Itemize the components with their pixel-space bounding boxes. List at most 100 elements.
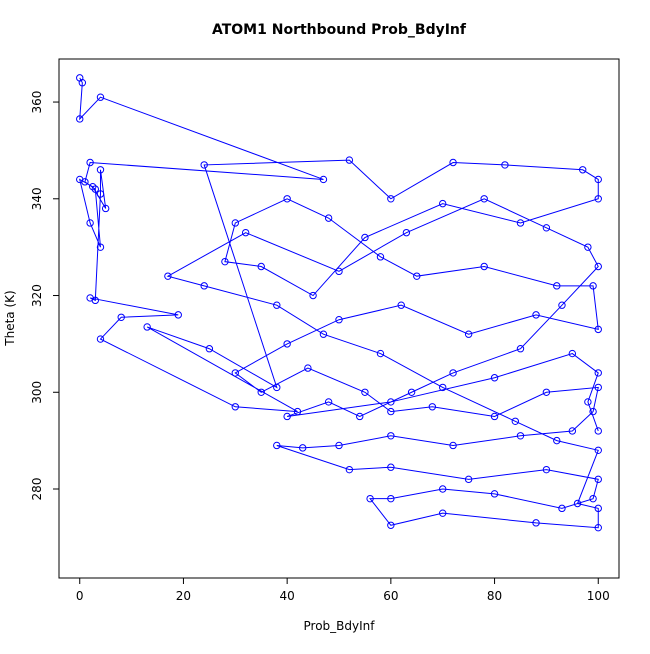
data-point bbox=[464, 330, 473, 338]
x-tick-label: 80 bbox=[487, 589, 502, 603]
data-point bbox=[205, 345, 214, 353]
data-point bbox=[257, 262, 265, 271]
data-point bbox=[594, 325, 602, 334]
data-point bbox=[439, 509, 447, 517]
data-point bbox=[283, 340, 291, 348]
data-point bbox=[397, 301, 405, 309]
data-point bbox=[387, 494, 395, 503]
data-point bbox=[335, 441, 343, 450]
data-point bbox=[594, 475, 602, 484]
data-point bbox=[200, 161, 208, 169]
y-axis-label: Theta (K) bbox=[3, 290, 17, 346]
data-point bbox=[76, 115, 84, 123]
data-point bbox=[231, 369, 239, 377]
data-point bbox=[117, 313, 125, 321]
data-point bbox=[231, 219, 239, 227]
data-point bbox=[324, 214, 333, 222]
data-point bbox=[86, 294, 94, 302]
data-point bbox=[361, 388, 369, 396]
y-tick-label: 280 bbox=[30, 478, 44, 501]
data-point bbox=[490, 490, 499, 498]
data-point bbox=[257, 388, 265, 396]
data-point bbox=[542, 465, 551, 474]
y-tick-label: 320 bbox=[30, 284, 44, 307]
data-point bbox=[78, 79, 87, 87]
data-point bbox=[174, 311, 182, 319]
data-point bbox=[464, 475, 473, 484]
data-point bbox=[594, 427, 602, 435]
data-point bbox=[86, 219, 94, 227]
data-point bbox=[594, 369, 602, 377]
data-point bbox=[345, 465, 354, 474]
data-point bbox=[594, 504, 602, 513]
data-line bbox=[78, 77, 599, 529]
data-point bbox=[387, 195, 395, 203]
x-tick-label: 60 bbox=[383, 589, 398, 603]
data-point bbox=[542, 388, 551, 396]
data-point bbox=[553, 282, 561, 290]
data-point bbox=[501, 161, 509, 169]
data-point bbox=[407, 388, 416, 396]
data-point bbox=[439, 383, 447, 392]
data-point bbox=[428, 403, 437, 411]
data-point bbox=[143, 323, 151, 331]
data-point bbox=[594, 523, 602, 532]
data-point bbox=[449, 158, 457, 167]
data-point bbox=[335, 316, 343, 324]
data-point bbox=[273, 301, 281, 309]
data-point bbox=[584, 243, 592, 251]
data-point bbox=[309, 291, 317, 300]
data-point bbox=[573, 499, 582, 508]
data-point bbox=[96, 190, 105, 198]
data-point bbox=[387, 398, 395, 406]
data-point bbox=[413, 272, 421, 280]
data-point bbox=[89, 182, 97, 191]
data-point bbox=[299, 444, 307, 452]
data-point bbox=[96, 335, 105, 343]
data-point bbox=[480, 195, 488, 203]
data-point bbox=[345, 156, 354, 164]
data-point bbox=[490, 374, 499, 382]
data-point bbox=[402, 228, 411, 237]
data-point bbox=[439, 199, 447, 208]
plot-frame bbox=[58, 58, 620, 579]
data-point bbox=[558, 504, 566, 513]
data-point bbox=[589, 407, 597, 416]
data-point bbox=[76, 175, 84, 184]
y-tick-label: 340 bbox=[30, 187, 44, 210]
data-point bbox=[387, 463, 395, 471]
data-point bbox=[91, 185, 99, 193]
data-point bbox=[335, 267, 343, 276]
data-point bbox=[304, 364, 312, 372]
y-tick-label: 360 bbox=[30, 91, 44, 114]
data-point bbox=[584, 398, 592, 406]
data-point bbox=[589, 282, 597, 290]
data-point bbox=[480, 262, 488, 271]
data-point bbox=[96, 93, 105, 101]
data-point bbox=[293, 407, 302, 416]
data-point bbox=[241, 228, 250, 237]
data-point bbox=[387, 432, 395, 440]
data-point bbox=[319, 330, 328, 338]
data-point bbox=[164, 272, 172, 280]
data-point bbox=[589, 494, 597, 503]
data-point bbox=[366, 494, 374, 503]
data-point bbox=[449, 441, 457, 450]
data-point bbox=[594, 383, 602, 392]
data-point bbox=[490, 412, 499, 421]
data-point bbox=[594, 195, 602, 203]
data-point bbox=[558, 301, 566, 309]
data-point bbox=[231, 403, 239, 411]
y-tick-label: 300 bbox=[30, 381, 44, 404]
data-point bbox=[387, 521, 395, 529]
data-point bbox=[376, 349, 385, 358]
data-point bbox=[532, 311, 540, 319]
data-point bbox=[361, 233, 369, 242]
data-point bbox=[439, 485, 447, 493]
x-tick-label: 40 bbox=[280, 589, 295, 603]
data-point bbox=[511, 417, 519, 425]
data-point bbox=[221, 257, 229, 266]
data-point bbox=[96, 243, 105, 251]
data-point bbox=[516, 219, 525, 227]
